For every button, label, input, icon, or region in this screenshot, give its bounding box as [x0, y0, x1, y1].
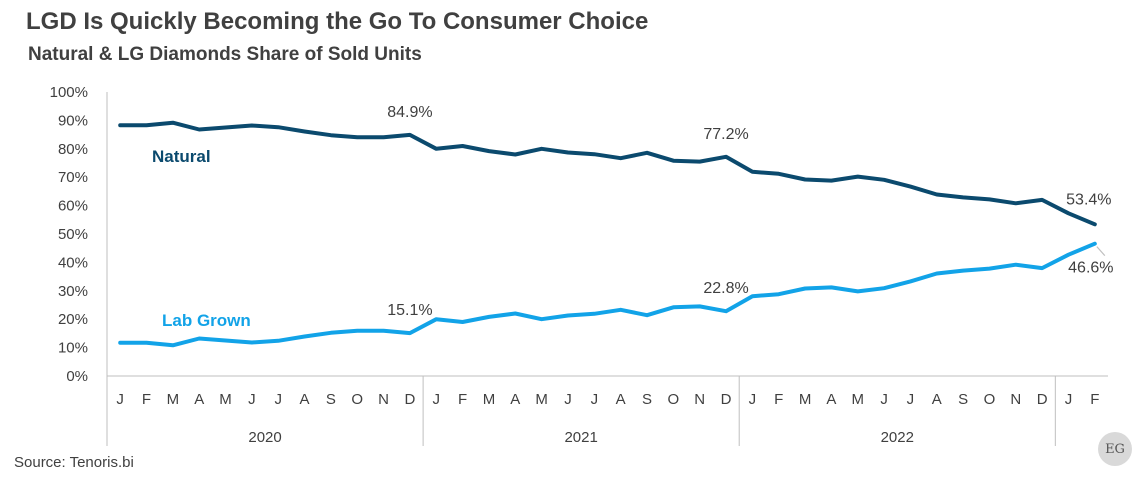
x-year-label: 2020	[248, 429, 281, 446]
x-month-label: N	[694, 391, 705, 408]
y-tick-label: 0%	[66, 368, 88, 385]
x-month-label: J	[433, 391, 441, 408]
x-month-label: O	[984, 391, 996, 408]
series-label-lab-grown: Lab Grown	[162, 311, 251, 330]
x-month-label: S	[958, 391, 968, 408]
series-line-natural	[118, 120, 1097, 227]
x-month-label: F	[142, 391, 151, 408]
y-tick-label: 60%	[58, 198, 88, 215]
y-tick-label: 50%	[58, 226, 88, 243]
series-line-lab-grown	[118, 241, 1097, 348]
x-month-label: J	[591, 391, 599, 408]
x-month-label: J	[880, 391, 888, 408]
x-month-label: J	[749, 391, 757, 408]
source-note: Source: Tenoris.bi	[14, 454, 134, 471]
x-month-label: D	[1037, 391, 1048, 408]
x-month-label: A	[194, 391, 204, 408]
x-month-label: D	[405, 391, 416, 408]
x-month-label: M	[219, 391, 232, 408]
y-tick-label: 40%	[58, 254, 88, 271]
y-tick-label: 90%	[58, 112, 88, 129]
x-month-label: A	[510, 391, 520, 408]
x-month-label: O	[351, 391, 363, 408]
x-month-label: A	[932, 391, 942, 408]
x-month-label: M	[167, 391, 180, 408]
x-month-label: M	[852, 391, 865, 408]
y-tick-label: 80%	[58, 141, 88, 158]
x-month-label: J	[907, 391, 915, 408]
x-month-label: A	[826, 391, 836, 408]
x-month-label: F	[1090, 391, 1099, 408]
series-label-natural: Natural	[152, 147, 211, 166]
x-month-label: J	[1065, 391, 1073, 408]
data-label: 46.6%	[1068, 260, 1113, 277]
x-month-label: D	[721, 391, 732, 408]
x-month-label: F	[774, 391, 783, 408]
x-month-label: O	[668, 391, 680, 408]
y-tick-label: 10%	[58, 340, 88, 357]
x-month-label: A	[616, 391, 626, 408]
x-month-label: S	[326, 391, 336, 408]
x-month-label: M	[799, 391, 812, 408]
x-year-label: 2021	[564, 429, 597, 446]
x-year-label: 2022	[881, 429, 914, 446]
x-month-label: M	[535, 391, 548, 408]
x-month-label: A	[300, 391, 310, 408]
x-month-label: J	[274, 391, 282, 408]
data-label: 84.9%	[387, 104, 432, 121]
annotation-leader	[1096, 246, 1106, 257]
x-month-label: J	[116, 391, 124, 408]
x-month-label: M	[483, 391, 496, 408]
x-month-label: S	[642, 391, 652, 408]
chart-title: LGD Is Quickly Becoming the Go To Consum…	[26, 8, 649, 35]
chart-subtitle: Natural & LG Diamonds Share of Sold Unit…	[28, 44, 422, 65]
y-tick-label: 30%	[58, 283, 88, 300]
x-month-label: J	[248, 391, 256, 408]
data-label: 22.8%	[703, 280, 748, 297]
x-month-label: N	[378, 391, 389, 408]
data-label: 15.1%	[387, 302, 432, 319]
data-label: 77.2%	[703, 126, 748, 143]
x-month-label: F	[458, 391, 467, 408]
y-tick-label: 20%	[58, 311, 88, 328]
eg-logo: EG	[1098, 432, 1132, 466]
x-month-label: N	[1010, 391, 1021, 408]
data-label: 53.4%	[1066, 191, 1111, 208]
x-month-label: J	[564, 391, 572, 408]
y-tick-label: 100%	[50, 84, 88, 101]
y-tick-label: 70%	[58, 169, 88, 186]
